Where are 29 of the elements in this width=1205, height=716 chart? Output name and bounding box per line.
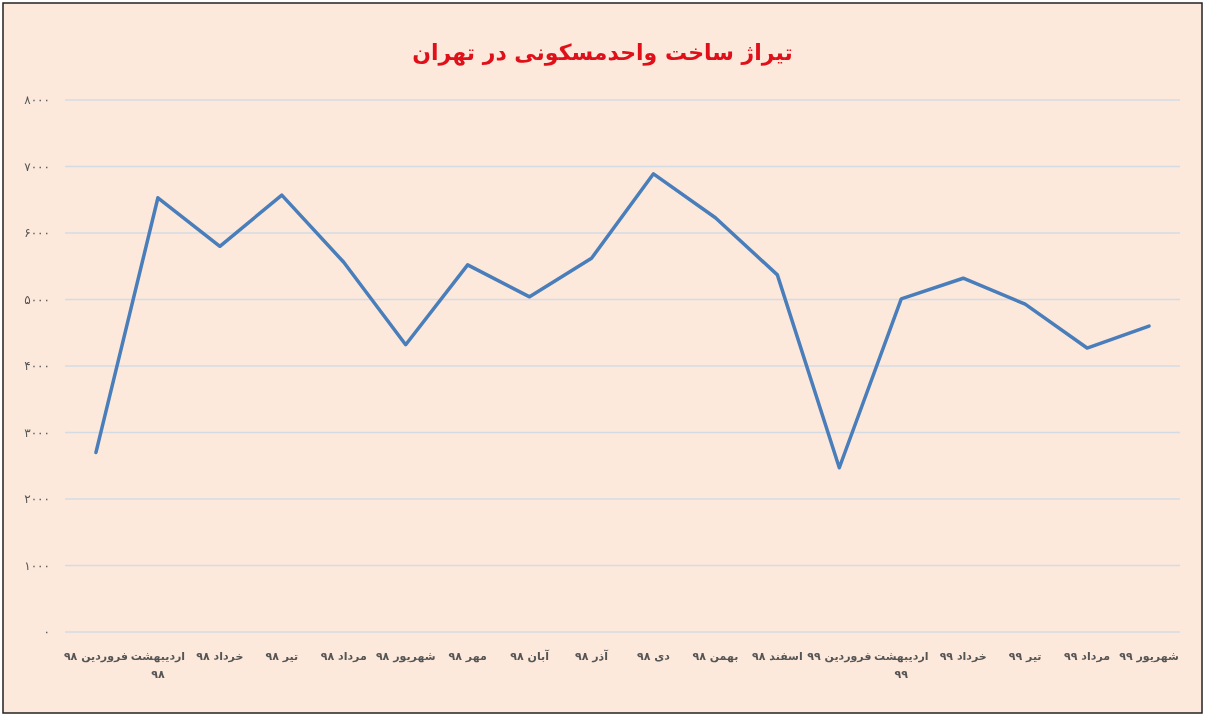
x-tick-label: شهریور ۹۸ [375,650,436,663]
x-tick-label: دی ۹۸ [636,650,671,663]
x-tick-label: اردیبهشت ۹۸ [130,650,186,681]
x-tick-label: شهریور ۹۹ [1119,650,1179,663]
line-series [94,172,1151,470]
x-tick-label: فروردین ۹۹ [807,650,872,663]
y-tick-label: ۸۰۰۰ [24,93,50,107]
x-tick-label: مرداد ۹۸ [320,650,367,663]
x-tick-label: فروردین ۹۸ [63,650,129,663]
x-tick-label: تیر ۹۹ [1008,650,1042,663]
y-tick-label: ۳۰۰۰ [24,425,50,440]
x-tick-label: تیر ۹۸ [265,650,299,663]
y-tick-label: ۷۰۰۰ [24,159,50,174]
x-tick-label: اسفند ۹۸ [752,650,803,663]
y-tick-label: ۴۰۰۰ [24,359,50,373]
y-tick-label: ۶۰۰۰ [24,226,50,240]
x-tick-label: مهر ۹۸ [448,650,487,663]
y-tick-label: ۰ [43,625,50,639]
y-tick-label: ۵۰۰۰ [24,292,50,307]
x-tick-label: بهمن ۹۸ [692,650,739,663]
x-tick-label: آذر ۹۸ [575,649,609,663]
x-tick-label: خرداد ۹۹ [939,650,987,663]
y-tick-label: ۲۰۰۰ [24,492,50,506]
x-tick-label: اردیبهشت ۹۹ [874,650,929,681]
y-tick-label: ۱۰۰۰ [24,558,50,573]
x-tick-label: مرداد ۹۹ [1064,650,1111,663]
x-tick-label: آبان ۹۸ [510,649,550,663]
x-tick-label: خرداد ۹۸ [196,650,244,663]
chart-title: تیراژ ساخت واحدمسکونی در تهران [412,40,793,66]
